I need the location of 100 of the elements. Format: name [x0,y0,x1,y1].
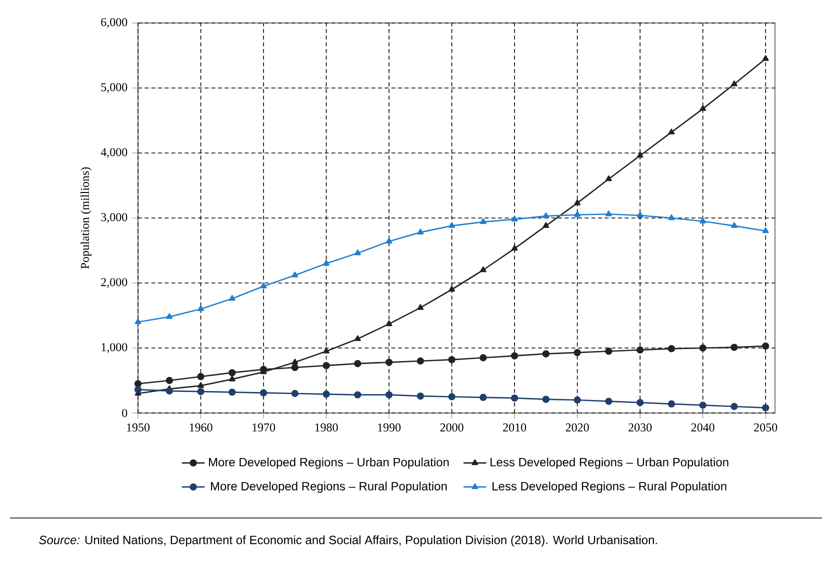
point [605,175,612,182]
legend-label: More Developed Regions – Rural Population [211,482,447,493]
point [542,212,550,218]
legend-label: Less Developed Regions – Rural Population [492,482,726,493]
point [510,352,518,360]
point [730,344,738,351]
y-tick-label: 6,000 [101,18,128,28]
y-axis-title: Population (millions) [80,167,92,269]
point [542,350,550,358]
x-tick-label: 1950 [127,423,150,432]
x-tick-label: 1960 [190,423,212,432]
point [605,210,612,216]
point [417,304,424,310]
point [574,211,581,217]
point [636,212,644,218]
y-tick-label: 5,000 [101,83,128,93]
point [260,389,268,396]
point [134,318,142,324]
point [731,222,738,228]
point [700,218,706,224]
y-tick-label: 1,000 [102,343,128,353]
y-tick-label: 0 [122,408,128,418]
point [198,305,204,312]
legend-label: More Developed Regions – Urban Population [209,458,449,469]
point [385,391,393,398]
point [480,218,486,224]
point [636,346,644,354]
point [292,358,298,364]
point [480,354,487,362]
point [480,394,487,401]
x-tick-label: 2020 [566,423,589,432]
point [292,272,298,278]
point [700,105,706,111]
y-tick-label: 2,000 [101,278,128,288]
point [416,357,424,365]
point [668,214,675,220]
x-tick-label: 2010 [503,423,526,432]
point [134,380,142,388]
point [762,55,769,61]
x-tick-label: 1970 [252,423,276,432]
point [668,400,676,408]
point [134,386,142,394]
point [762,227,769,234]
point [762,404,770,412]
point [322,362,330,370]
point [166,376,173,384]
x-tick-label: 2000 [440,423,464,432]
point [511,244,518,251]
point [354,335,361,342]
point [291,364,299,372]
x-tick-label: 1990 [378,423,401,432]
legend-label: Less Developed Regions – Urban Population [490,458,728,469]
point [605,398,612,405]
y-tick-label: 4,000 [100,148,128,158]
point [354,391,362,398]
point [574,396,581,404]
point [228,376,236,382]
point [291,390,299,398]
point [385,358,393,366]
point [636,152,644,158]
point [448,393,456,400]
point [668,345,676,352]
text: Source: United Nations, Department of Economic and Social Affairs, Population Division (2018). World Urbanisation. [39,535,657,547]
x-tick-label: 1980 [315,423,338,432]
point [386,320,392,326]
point [511,216,518,222]
point [417,228,424,234]
point [386,238,392,244]
point [322,390,330,398]
y-tick-label: 3,000 [101,213,128,223]
point [198,382,204,388]
point [731,80,738,86]
point [197,388,204,396]
point [480,266,486,272]
point [166,313,173,319]
point [574,199,581,206]
point [228,295,236,301]
point [448,286,456,292]
point [354,249,361,256]
x-tick-label: 2040 [691,423,714,432]
point [636,398,644,406]
point [166,387,173,395]
point [668,128,675,134]
point [448,356,456,364]
point [699,402,706,409]
point [323,348,330,354]
point [260,282,267,288]
x-tick-label: 2050 [754,423,778,432]
point [542,222,550,228]
point [197,373,204,380]
point [510,394,518,402]
point [354,360,362,368]
point [228,388,236,396]
point [730,402,738,410]
point [699,344,706,352]
point [323,260,330,266]
point [416,392,424,400]
point [574,348,581,356]
point [228,369,236,376]
x-tick-label: 2030 [628,423,652,432]
